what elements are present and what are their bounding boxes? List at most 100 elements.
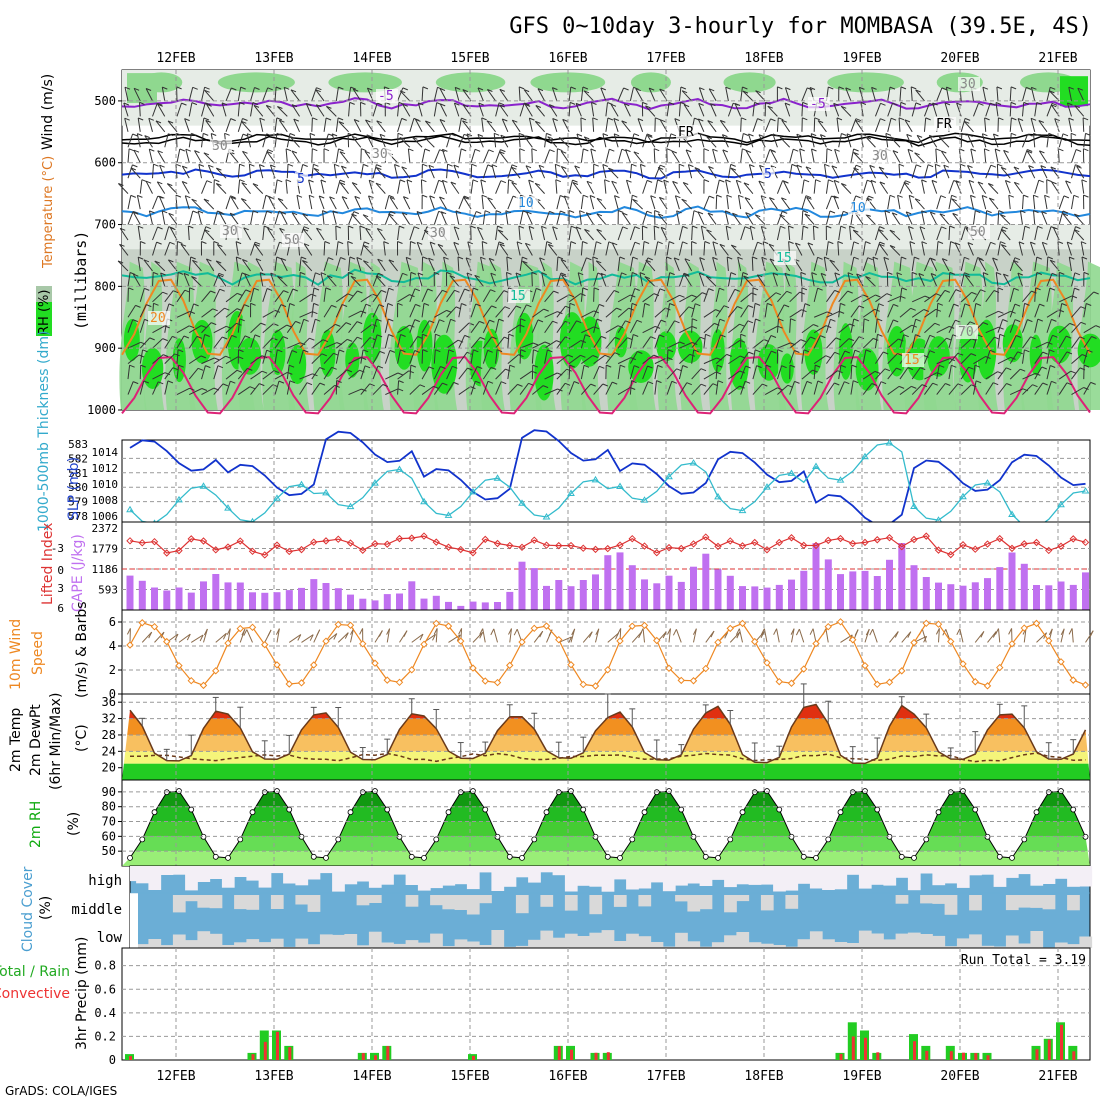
wind-barb — [617, 337, 628, 349]
wind-barb — [1012, 260, 1023, 272]
wind-barb-flag — [259, 383, 265, 387]
wind-barb — [666, 294, 680, 303]
wind-barb-flag — [1030, 117, 1037, 121]
cape-bar — [1020, 563, 1028, 610]
wind-barb — [326, 275, 337, 287]
cloud-middle — [430, 895, 443, 906]
wind-barb — [834, 272, 840, 287]
wind-barb-flag — [903, 334, 909, 338]
wind-barb-flag — [644, 276, 650, 280]
wind-barb — [653, 225, 656, 241]
wind-barb — [446, 339, 459, 349]
wind-barb-flag — [1091, 336, 1097, 339]
wind-barb-flag — [145, 88, 152, 91]
wind-barb — [788, 225, 791, 241]
wind-barb — [644, 276, 656, 287]
wind-barb-flag — [772, 133, 779, 137]
wind-barb-flag — [967, 134, 973, 137]
wind-barb — [293, 118, 300, 133]
wind-barb-flag — [414, 288, 421, 292]
wind-barb — [500, 134, 509, 148]
wind-barb — [352, 88, 362, 102]
wind-barb — [1082, 117, 1085, 132]
wind-barb — [941, 258, 950, 272]
wind-barb — [776, 211, 783, 225]
wind-barb — [752, 383, 763, 395]
wind-barb — [188, 355, 202, 365]
wind-barb — [1062, 213, 1072, 225]
cloud-middle — [307, 895, 321, 912]
wind-barb-flag — [880, 118, 886, 122]
wind-barb — [1071, 287, 1075, 302]
thickness-tick-label: 580 — [68, 481, 88, 494]
wind-barb-flag — [941, 150, 947, 154]
wind-barb-flag — [835, 337, 842, 341]
wind-barb — [360, 323, 373, 334]
temp2m-tick-label: 32 — [102, 712, 116, 726]
wind-barb — [429, 195, 435, 210]
wind-barb — [394, 164, 399, 179]
wind-barb-flag — [969, 321, 976, 325]
wind-barb-flag — [230, 380, 236, 384]
wind-barb — [495, 336, 505, 349]
wind-barb-flag — [219, 288, 225, 292]
cloud-high — [368, 866, 382, 888]
wind-barb-flag — [497, 229, 504, 233]
wind-barb — [987, 183, 999, 194]
wind-barb-flag — [717, 380, 724, 384]
wind-barb — [339, 182, 349, 194]
wind-barb — [911, 295, 926, 303]
wind-barb-flag — [366, 134, 372, 138]
wind-barb — [401, 212, 411, 225]
wind-barb-flag — [362, 214, 369, 218]
wind-barb-flag — [596, 228, 602, 232]
contour-label-bg — [870, 149, 892, 163]
wind-barb-flag — [586, 180, 593, 184]
wind-barb — [277, 276, 288, 287]
wind-barb — [960, 303, 966, 318]
wind-barb-flag — [1010, 86, 1017, 90]
wind-barb-flag — [194, 150, 200, 154]
wind-barb-flag — [268, 196, 274, 200]
wind-barb-flag — [632, 198, 638, 202]
cloud-low — [1018, 943, 1031, 948]
wind-barb-flag — [499, 88, 505, 92]
wind-barb — [1058, 335, 1067, 349]
wind-barb — [580, 365, 585, 380]
wind-barb-flag — [557, 256, 564, 260]
wind10m-barb — [675, 629, 682, 643]
wind-barb-flag — [783, 180, 789, 184]
wind-barb — [745, 212, 754, 225]
cloud-low — [981, 945, 995, 948]
wind-barb — [466, 272, 472, 287]
wind-barb-flag — [1033, 194, 1039, 198]
wind-barb-flag — [192, 210, 198, 214]
wind-barb — [945, 87, 950, 102]
wind-barb-flag — [688, 164, 694, 168]
wind-barb-flag — [364, 150, 371, 154]
wind-barb-flag — [975, 380, 982, 384]
wind-barb-flag — [164, 372, 171, 376]
wind-barb-flag — [915, 318, 921, 322]
wind-barb — [580, 383, 592, 395]
wind-barb-flag — [644, 302, 650, 306]
wind-barb — [577, 272, 582, 287]
wind-barb — [303, 243, 313, 256]
wind-barb-flag — [313, 302, 319, 306]
wind-barb — [1068, 257, 1072, 271]
wind-barb — [568, 365, 571, 380]
wind-barb — [453, 226, 460, 241]
wind-barb — [237, 133, 244, 148]
wind-barb-flag — [453, 164, 460, 168]
wind-barb-flag — [473, 349, 479, 353]
wind-barb — [250, 87, 255, 102]
wind-barb — [715, 319, 721, 333]
wind10m-marker — [383, 676, 391, 684]
wind-barb-flag — [289, 380, 296, 384]
wind-barb-flag — [939, 136, 945, 140]
wind-barb-flag — [280, 211, 287, 215]
wind-barb-flag — [293, 118, 299, 122]
cloud-high — [209, 866, 223, 879]
wind-barb — [152, 226, 159, 241]
